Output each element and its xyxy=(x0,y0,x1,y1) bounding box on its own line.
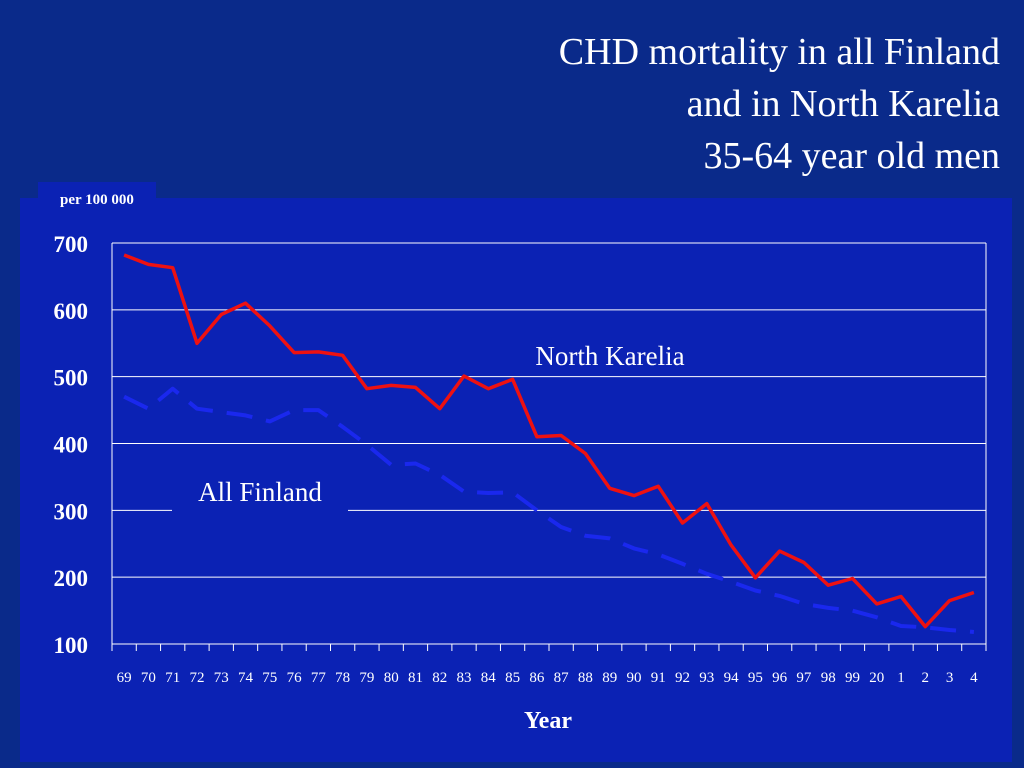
x-tick-label: 99 xyxy=(845,670,860,686)
x-tick-label: 96 xyxy=(772,670,788,686)
x-tick-label: 91 xyxy=(651,670,666,686)
x-axis-tick-labels: 69 70 71 72 73 74 75 76 77 78 79 80 81 82 83 84 85 86 87 88… xyxy=(117,670,978,686)
x-tick-label: 95 xyxy=(748,670,763,686)
x-tick-label: 81 xyxy=(408,670,423,686)
title-line-2: and in North Karelia xyxy=(686,83,1000,125)
x-tick-label: 77 xyxy=(311,670,327,686)
y-tick-label: 100 xyxy=(54,633,89,658)
y-tick-label: 200 xyxy=(54,566,89,591)
y-tick-label: 500 xyxy=(54,366,89,391)
series-label: All Finland xyxy=(198,477,322,507)
x-tick-label: 79 xyxy=(359,670,374,686)
x-tick-label: 76 xyxy=(287,670,303,686)
x-tick-label: 89 xyxy=(602,670,617,686)
y-tick-label: 400 xyxy=(54,433,89,458)
x-tick-label: 74 xyxy=(238,670,254,686)
unit-label: per 100 000 xyxy=(38,182,156,214)
x-tick-label: 3 xyxy=(946,670,954,686)
x-tick-label: 78 xyxy=(335,670,350,686)
x-tick-label: 85 xyxy=(505,670,520,686)
x-tick-label: 88 xyxy=(578,670,593,686)
x-tick-label: 71 xyxy=(165,670,180,686)
x-tick-label: 4 xyxy=(970,670,978,686)
x-axis-title: Year xyxy=(524,708,572,734)
x-tick-label: 80 xyxy=(384,670,399,686)
x-tick-label: 92 xyxy=(675,670,690,686)
x-tick-label: 82 xyxy=(432,670,447,686)
title-line-3: 35-64 year old men xyxy=(703,135,1000,177)
y-tick-label: 700 xyxy=(54,232,89,257)
x-tick-label: 69 xyxy=(117,670,132,686)
x-tick-label: 20 xyxy=(869,670,884,686)
series-label-background xyxy=(172,469,348,511)
x-tick-label: 94 xyxy=(724,670,740,686)
x-tick-label: 84 xyxy=(481,670,497,686)
north-karelia-line xyxy=(123,253,975,629)
y-tick-label: 300 xyxy=(54,499,89,524)
series-labels: North Karelia All Finland xyxy=(172,333,714,511)
x-tick-label: 1 xyxy=(897,670,905,686)
y-tick-label: 600 xyxy=(54,299,89,324)
x-tick-label: 98 xyxy=(821,670,836,686)
x-tick-label: 83 xyxy=(457,670,472,686)
x-tick-label: 86 xyxy=(529,670,545,686)
series-label-background xyxy=(506,333,714,375)
x-tick-label: 72 xyxy=(189,670,204,686)
x-tick-label: 2 xyxy=(922,670,930,686)
x-tick-label: 87 xyxy=(554,670,570,686)
title-line-1: CHD mortality in all Finland xyxy=(558,31,1000,73)
x-tick-label: 73 xyxy=(214,670,229,686)
all-finland-line xyxy=(123,386,975,634)
x-tick-label: 90 xyxy=(626,670,641,686)
slide-title: CHD mortality in all Finland and in Nort… xyxy=(559,26,1000,182)
x-tick-label: 97 xyxy=(796,670,812,686)
series-label: North Karelia xyxy=(535,341,684,371)
y-axis-tick-labels: 100 200 300 400 500 600 700 xyxy=(54,232,89,658)
x-axis-ticks xyxy=(111,644,987,651)
x-tick-label: 75 xyxy=(262,670,277,686)
x-tick-label: 70 xyxy=(141,670,156,686)
x-tick-label: 93 xyxy=(699,670,714,686)
series-lines xyxy=(123,253,975,634)
